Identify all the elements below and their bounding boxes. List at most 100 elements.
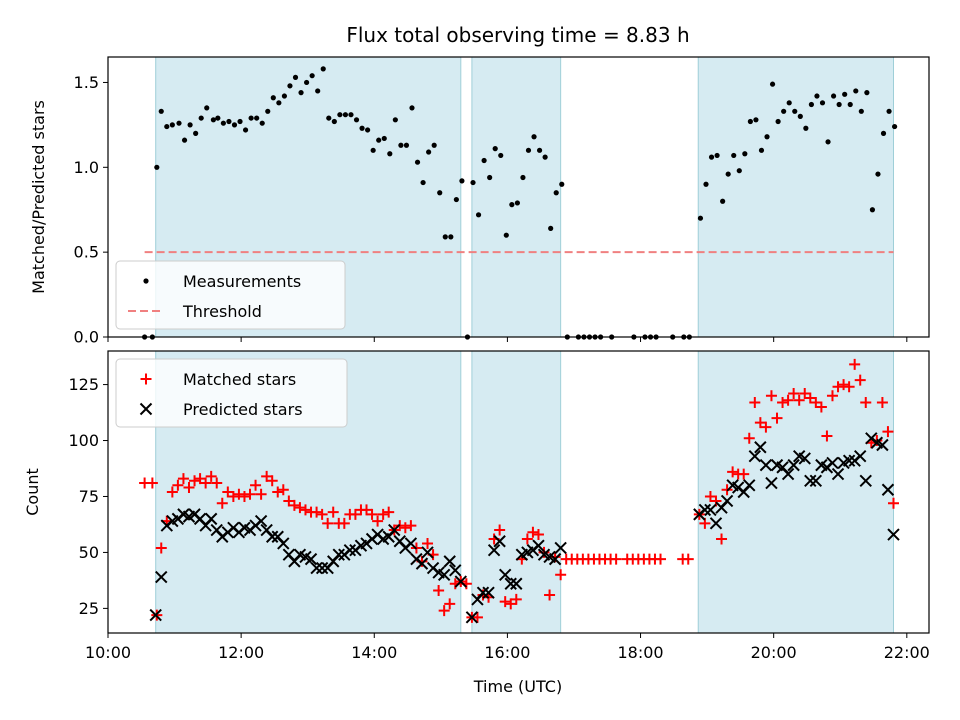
axes-frame — [107, 350, 930, 634]
matched-star-point — [544, 589, 556, 601]
matched-star-point — [349, 508, 361, 520]
measurement-point — [731, 152, 737, 159]
predicted-star-point — [748, 449, 762, 463]
matched-star-point — [860, 396, 872, 408]
measurement-point — [720, 198, 726, 204]
predicted-star-point — [493, 535, 506, 548]
matched-star-point — [771, 412, 783, 424]
predicted-star-point — [510, 577, 523, 590]
predicted-star-point — [487, 543, 501, 557]
y-tick-label: 125 — [68, 375, 99, 394]
matched-star-point — [422, 537, 434, 549]
matched-star-point — [743, 432, 755, 444]
predicted-star-point — [465, 611, 479, 624]
predicted-star-point — [554, 541, 567, 555]
measurement-point — [764, 134, 770, 140]
matched-star-point — [838, 379, 850, 391]
measurement-point — [786, 100, 792, 106]
matched-star-point — [438, 605, 450, 617]
matched-star-point — [499, 596, 511, 608]
predicted-star-point — [443, 555, 456, 568]
measurement-point — [353, 117, 360, 123]
predicted-star-point — [804, 474, 817, 488]
chart-title: Flux total observing time = 8.83 h — [346, 23, 689, 47]
measurement-point — [309, 73, 315, 79]
measurement-point — [315, 88, 321, 94]
matched-star-point — [250, 479, 262, 491]
y-axis-label-count: Count — [23, 468, 42, 516]
matched-star-point — [655, 553, 667, 565]
matched-star-point — [793, 394, 805, 406]
x-tick-label: 10:00 — [85, 643, 131, 662]
measurement-point — [775, 118, 781, 125]
matched-star-point — [738, 468, 750, 480]
predicted-star-point — [304, 552, 318, 566]
measurement-point — [370, 147, 376, 153]
measurement-point — [426, 149, 432, 155]
measurement-point — [503, 232, 509, 238]
matched-star-point — [189, 475, 201, 487]
matched-star-point — [338, 517, 350, 529]
measurement-point — [492, 146, 498, 152]
matched-star-point — [172, 479, 184, 491]
flux-ratio-panel: 0.0 0.5 1.0 1.5 Measurements Threshold — [74, 56, 930, 347]
observing-window — [697, 56, 894, 338]
measurement-point — [359, 125, 365, 131]
predicted-star-point — [709, 517, 723, 530]
predicted-star-point — [887, 528, 900, 541]
matched-star-point — [799, 388, 811, 400]
matched-star-point — [788, 388, 800, 400]
measurement-point — [381, 135, 387, 142]
predicted-star-point — [754, 441, 767, 454]
matched-star-point — [244, 488, 256, 500]
predicted-star-point — [265, 530, 279, 543]
matched-star-point — [754, 417, 766, 429]
measurement-point — [853, 88, 859, 94]
predicted-star-point — [277, 537, 290, 550]
measurement-point — [320, 66, 326, 72]
measurement-point — [808, 101, 814, 108]
measurement-point — [303, 79, 310, 86]
matched-star-point — [749, 396, 761, 408]
measurement-point — [409, 105, 415, 111]
matched-star-point — [200, 477, 212, 489]
matched-star-point — [471, 611, 483, 623]
matched-star-point — [366, 508, 378, 520]
matched-star-point — [821, 430, 833, 442]
measurement-point — [265, 108, 271, 114]
matched-star-point — [322, 517, 334, 529]
predicted-star-point — [831, 467, 845, 481]
measurement-point — [276, 100, 282, 106]
matched-star-point — [555, 569, 567, 581]
measurement-point — [158, 108, 164, 114]
matched-star-point — [183, 482, 195, 494]
matched-star-point — [832, 381, 844, 393]
measurement-point — [792, 108, 798, 114]
measurement-point — [842, 91, 848, 97]
measurement-point — [531, 134, 537, 140]
predicted-star-point — [704, 503, 717, 517]
predicted-star-point — [149, 608, 162, 622]
predicted-star-point — [454, 575, 468, 588]
predicted-star-point — [781, 467, 795, 481]
predicted-star-point — [548, 552, 562, 566]
measurement-point — [825, 139, 831, 145]
measurement-point — [819, 100, 826, 106]
measurement-point — [220, 120, 226, 126]
observing-window — [697, 350, 894, 634]
legend-box — [115, 260, 346, 330]
predicted-star-point — [798, 452, 811, 465]
measurement-point — [292, 74, 299, 80]
y-tick-label: 0.0 — [74, 328, 99, 347]
matched-star-point — [283, 495, 295, 507]
predicted-star-point — [343, 543, 357, 557]
measurement-point — [270, 95, 276, 101]
star-count-panel: 25 50 75 100 125 10:00 12:00 14:00 16:00 18:00 20:… — [68, 350, 930, 662]
x-tick-label: 20:00 — [751, 643, 797, 662]
predicted-star-point — [482, 586, 495, 599]
measurement-point — [758, 147, 765, 153]
matched-star-point — [704, 490, 716, 502]
matched-star-point — [194, 473, 206, 485]
measurement-point — [376, 137, 382, 143]
